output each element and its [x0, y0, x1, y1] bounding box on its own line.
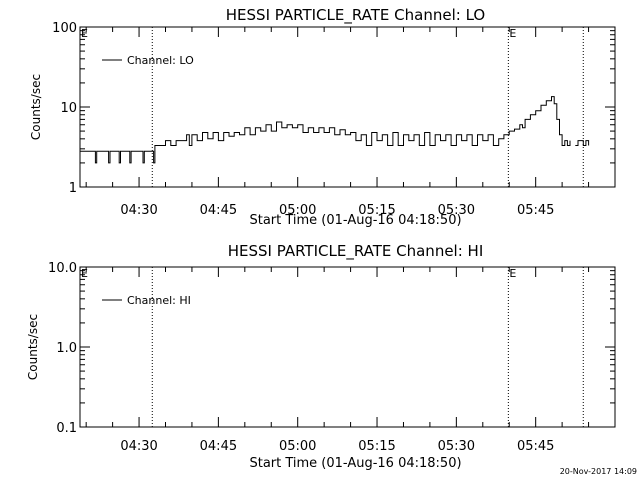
- x-axis-label: Start Time (01-Aug-16 04:18:50): [249, 456, 461, 471]
- x-tick-label: 05:45: [517, 439, 554, 454]
- y-tick-label: 1.0: [56, 341, 77, 356]
- x-tick-label: 05:45: [517, 203, 554, 218]
- y-tick-label: 10.0: [48, 261, 77, 276]
- footer-timestamp: 20-Nov-2017 14:09: [560, 467, 637, 476]
- chart-title: HESSI PARTICLE_RATE Channel: LO: [226, 6, 485, 25]
- x-tick-label: 05:15: [358, 439, 395, 454]
- event-label: E: [81, 267, 88, 280]
- y-axis-label: Counts/sec: [26, 314, 40, 380]
- x-tick-label: 04:45: [200, 439, 237, 454]
- x-tick-label: 04:30: [120, 439, 157, 454]
- plot-frame: [79, 266, 616, 428]
- y-tick-label: 0.1: [56, 421, 77, 436]
- x-axis-label: Start Time (01-Aug-16 04:18:50): [249, 213, 461, 228]
- legend-label: Channel: HI: [127, 294, 191, 307]
- chart-panel-lo: HESSI PARTICLE_RATE Channel: LO Counts/se…: [29, 6, 616, 228]
- event-label: E: [81, 27, 88, 40]
- x-tick-label: 05:00: [279, 203, 316, 218]
- y-tick-label: 1: [69, 181, 77, 196]
- plot-frame: [79, 26, 616, 188]
- series-line-lo: [80, 96, 590, 164]
- y-axis-label: Counts/sec: [29, 74, 43, 140]
- legend-label: Channel: LO: [127, 54, 194, 67]
- x-tick-label: 05:30: [438, 203, 475, 218]
- y-tick-label: 10: [60, 101, 77, 116]
- chart-title: HESSI PARTICLE_RATE Channel: HI: [228, 242, 484, 261]
- y-tick-label: 100: [52, 21, 77, 36]
- time-marker-label: E: [509, 27, 516, 40]
- x-tick-label: 05:00: [279, 439, 316, 454]
- x-tick-label: 05:15: [358, 203, 395, 218]
- x-tick-label: 04:45: [200, 203, 237, 218]
- x-tick-label: 04:30: [120, 203, 157, 218]
- time-marker-label: E: [509, 267, 516, 280]
- chart-panel-hi: HESSI PARTICLE_RATE Channel: HI Counts/se…: [26, 242, 616, 471]
- x-tick-label: 05:30: [438, 439, 475, 454]
